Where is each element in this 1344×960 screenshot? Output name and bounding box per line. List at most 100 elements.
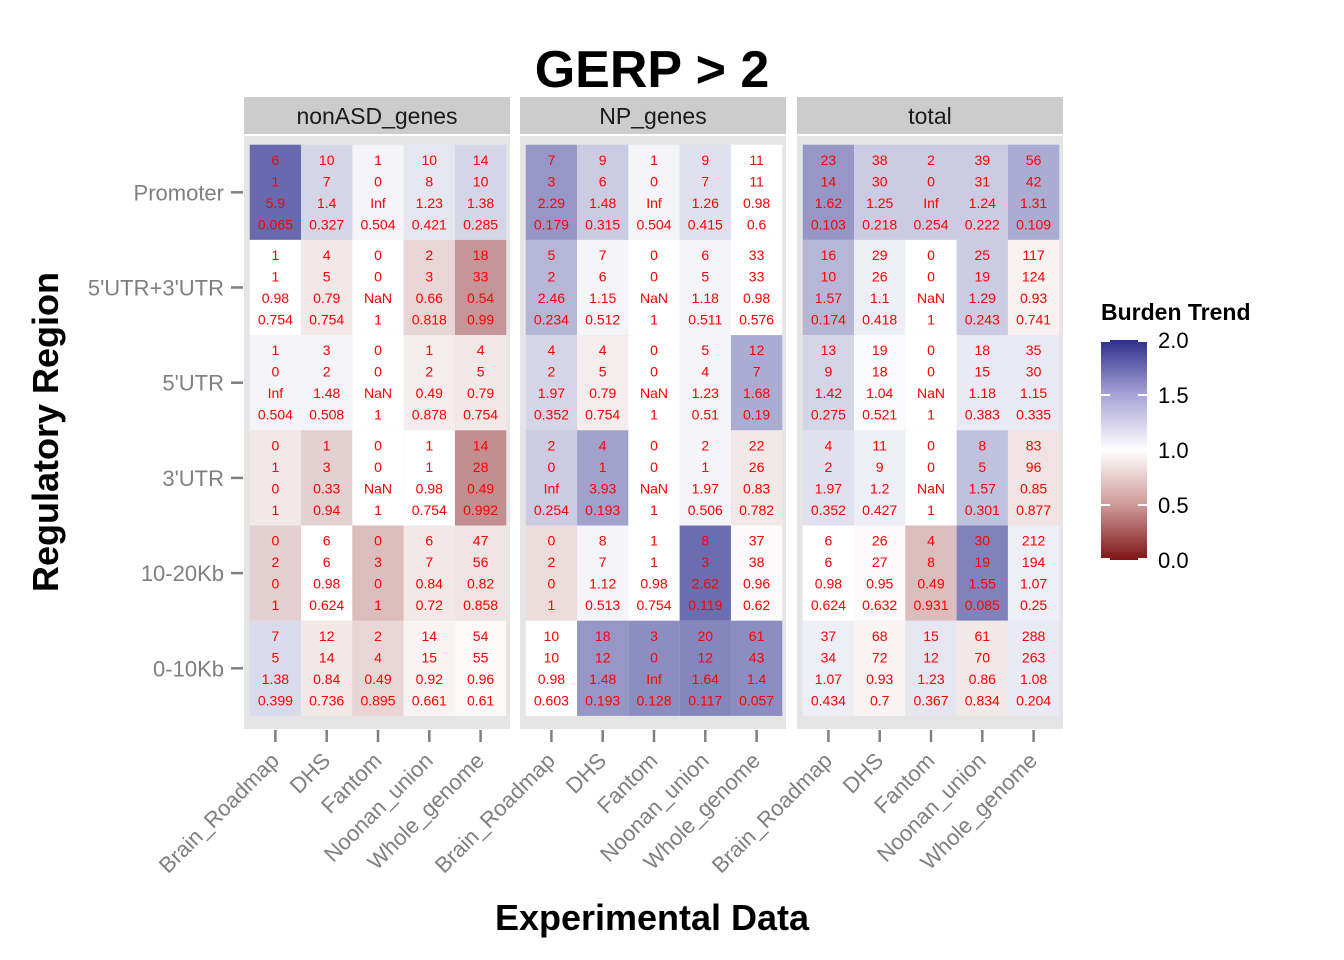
cell-fill: [577, 239, 629, 336]
cell-ratio: 0.82: [467, 576, 494, 592]
cell-fill: [679, 620, 731, 716]
cell-fill: [730, 430, 783, 526]
cell-ratio: 1.97: [538, 385, 565, 401]
cell-count-a: 2: [701, 437, 709, 453]
cell-ratio: 1.42: [815, 385, 842, 401]
cell-count-b: 19: [975, 269, 991, 285]
cell-count-a: 23: [821, 152, 837, 168]
heatmap-cell: 25 19 1.29 0.243: [956, 239, 1008, 336]
cell-count-b: 6: [599, 173, 607, 189]
cell-count-b: 0: [650, 364, 658, 380]
heatmap-cell: 23 14 1.62 0.103: [802, 144, 855, 240]
heatmap-cell: 2 1 1.97 0.506: [679, 430, 731, 526]
cell-count-a: 4: [599, 342, 607, 358]
cell-pvalue: 0.254: [534, 502, 569, 518]
cell-ratio: 0.49: [917, 576, 944, 592]
cell-fill: [403, 525, 455, 621]
cell-fill: [1007, 620, 1060, 716]
cell-count-b: 12: [698, 649, 714, 665]
cell-ratio: NaN: [917, 290, 945, 306]
cell-fill: [352, 239, 404, 336]
y-axis: Promoter 5'UTR+3'UTR 5'UTR 3'UTR 10-20Kb 0-10…: [88, 180, 243, 681]
cell-ratio: 1.64: [692, 671, 719, 687]
cell-ratio: 1.57: [969, 480, 996, 496]
cell-fill: [854, 430, 906, 526]
cell-count-a: 0: [272, 533, 280, 549]
cell-ratio: 1.07: [1020, 576, 1047, 592]
cell-count-b: 43: [749, 649, 765, 665]
cell-count-b: 3: [425, 269, 433, 285]
y-tick-label: Promoter: [134, 180, 224, 205]
cell-fill: [956, 239, 1008, 336]
cell-ratio: 1.23: [917, 671, 944, 687]
cell-pvalue: 0.193: [585, 502, 620, 518]
cell-ratio: 0: [272, 480, 280, 496]
cell-ratio: NaN: [640, 385, 668, 401]
cell-count-b: 124: [1022, 269, 1046, 285]
cell-count-a: 1: [425, 342, 433, 358]
cell-pvalue: 0.434: [811, 692, 846, 708]
cell-pvalue: 0.367: [913, 692, 948, 708]
cell-count-b: 0: [927, 269, 935, 285]
heatmap-cell: 1 2 0.49 0.878: [403, 335, 455, 431]
cell-fill: [525, 620, 578, 716]
heatmap-cell: 1 0 Inf 0.504: [249, 335, 302, 431]
cell-pvalue: 0.427: [862, 502, 897, 518]
cell-ratio: Inf: [268, 385, 284, 401]
cell-pvalue: 0.632: [862, 597, 897, 613]
cell-fill: [249, 335, 302, 431]
chart-title: GERP > 2: [535, 41, 770, 99]
cell-fill: [1007, 239, 1060, 336]
cell-fill: [730, 620, 783, 716]
cell-pvalue: 0.352: [811, 502, 846, 518]
cell-pvalue: 0.109: [1016, 216, 1051, 232]
heatmap-cell: 4 5 0.79 0.754: [454, 335, 507, 431]
cell-count-a: 6: [825, 533, 833, 549]
cell-count-a: 13: [821, 342, 837, 358]
legend: Burden Trend 2.0 1.5 1.0 0.5 0.0: [1101, 299, 1251, 573]
cell-count-a: 9: [701, 152, 709, 168]
cell-pvalue: 0.521: [862, 407, 897, 423]
cell-count-a: 19: [872, 342, 888, 358]
heatmap-cell: 0 0 NaN 1: [628, 335, 680, 431]
cell-pvalue: 0.179: [534, 216, 569, 232]
cell-fill: [854, 144, 906, 240]
cell-ratio: 0.98: [416, 480, 443, 496]
cell-fill: [905, 430, 957, 526]
cell-count-b: 70: [975, 649, 991, 665]
cell-ratio: 0.54: [467, 290, 494, 306]
heatmap-cell: 8 5 1.57 0.301: [956, 430, 1008, 526]
cell-pvalue: 0.754: [309, 312, 344, 328]
y-tick-label: 3'UTR: [162, 466, 224, 491]
cell-count-b: 0: [650, 649, 658, 665]
cell-fill: [802, 144, 855, 240]
cell-fill: [454, 239, 507, 336]
heatmap-cell: 2 3 0.66 0.818: [403, 239, 455, 336]
heatmap-cell: 0 0 NaN 1: [628, 239, 680, 336]
cell-ratio: 0.85: [1020, 480, 1047, 496]
cell-pvalue: 0.895: [360, 692, 395, 708]
heatmap-cell: 5 4 1.23 0.51: [679, 335, 731, 431]
cell-count-b: 0: [272, 364, 280, 380]
heatmap-cell: 9 7 1.26 0.415: [679, 144, 731, 240]
cell-pvalue: 1: [548, 597, 556, 613]
cell-fill: [249, 525, 302, 621]
cell-pvalue: 0.504: [258, 407, 293, 423]
cell-ratio: Inf: [646, 195, 662, 211]
legend-ticks: 2.0 1.5 1.0 0.5 0.0: [1101, 328, 1189, 573]
cell-ratio: 5.9: [266, 195, 286, 211]
y-tick-label: 0-10Kb: [153, 656, 224, 681]
cell-ratio: 0.98: [743, 290, 770, 306]
cell-count-b: 14: [319, 649, 335, 665]
cell-count-a: 212: [1022, 533, 1046, 549]
cell-pvalue: 0.243: [965, 312, 1000, 328]
cell-pvalue: 0.7: [870, 692, 890, 708]
cell-fill: [730, 144, 783, 240]
cell-ratio: 0.95: [866, 576, 893, 592]
cell-count-a: 30: [975, 533, 991, 549]
cell-count-b: 7: [323, 173, 331, 189]
cell-fill: [854, 335, 906, 431]
cell-pvalue: 0.72: [416, 597, 443, 613]
